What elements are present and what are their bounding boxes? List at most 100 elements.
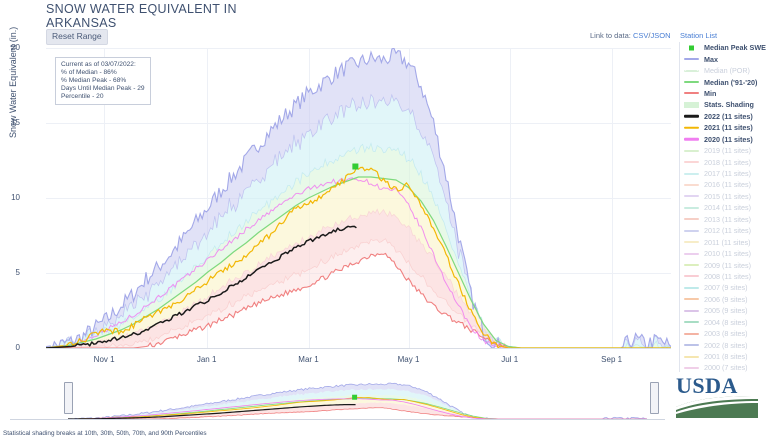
- legend-swatch-icon: [683, 328, 700, 339]
- legend-item-label: 2021 (11 sites): [704, 123, 753, 133]
- legend-item-label: Stats. Shading: [704, 100, 754, 110]
- gridline-horizontal: [46, 273, 671, 274]
- curve-10th-percentile: [46, 238, 671, 348]
- legend-item-2005-9-sites[interactable]: 2005 (9 sites): [680, 305, 768, 316]
- current-conditions-infobox: Current as of 03/07/2022: % of Median - …: [55, 57, 151, 106]
- band-70th-to-90th: [46, 94, 671, 348]
- link-separator: /: [648, 31, 651, 40]
- band-min-to-10th: [46, 238, 671, 348]
- legend-item-2009-11-sites[interactable]: 2009 (11 sites): [680, 259, 768, 270]
- x-tick-label: Jan 1: [196, 355, 217, 364]
- legend-item-2003-8-sites[interactable]: 2003 (8 sites): [680, 328, 768, 339]
- legend-swatch-icon: [683, 248, 700, 259]
- infobox-line-percent-of-median: % of Median - 86%: [61, 69, 117, 77]
- infobox-line-days-until-median-peak: Days Until Median Peak - 29: [61, 85, 145, 93]
- legend-item-label: 2020 (11 sites): [704, 134, 753, 144]
- legend-item-2013-11-sites[interactable]: 2013 (11 sites): [680, 214, 768, 225]
- legend-item-2002-8-sites[interactable]: 2002 (8 sites): [680, 339, 768, 350]
- legend-item-label: 2001 (8 sites): [704, 352, 748, 362]
- legend-item-max[interactable]: Max: [680, 53, 768, 64]
- legend-item-2015-11-sites[interactable]: 2015 (11 sites): [680, 191, 768, 202]
- link-to-data-label: Link to data:: [590, 31, 631, 40]
- legend-swatch-icon: [683, 260, 700, 271]
- legend-swatch-icon: [683, 351, 700, 362]
- y-tick-label: 0: [15, 343, 20, 352]
- legend-item-label: 2005 (9 sites): [704, 306, 748, 316]
- legend-item-label: 2000 (7 sites): [704, 363, 748, 372]
- chart-plot-area[interactable]: [46, 48, 671, 348]
- x-tick-label: Nov 1: [93, 355, 115, 364]
- usda-logo: USDA: [672, 373, 764, 420]
- x-tick-label: Jul 1: [501, 355, 519, 364]
- legend-swatch-icon: [683, 282, 700, 293]
- legend-item-2016-11-sites[interactable]: 2016 (11 sites): [680, 179, 768, 190]
- legend-item-2004-8-sites[interactable]: 2004 (8 sites): [680, 317, 768, 328]
- infobox-line-percent-median-peak: % Median Peak - 68%: [61, 77, 127, 85]
- gridline-vertical: [104, 48, 106, 348]
- station-list-link[interactable]: Station List: [680, 31, 718, 40]
- legend-item-label: 2007 (9 sites): [704, 283, 748, 293]
- legend-item-label: Median ('91-'20): [704, 77, 758, 87]
- legend-item-label: Median Peak SWE: [704, 43, 766, 53]
- legend-item-2018-11-sites[interactable]: 2018 (11 sites): [680, 156, 768, 167]
- legend-swatch-icon: [683, 157, 700, 168]
- legend-item-2017-11-sites[interactable]: 2017 (11 sites): [680, 168, 768, 179]
- x-tick-label: Mar 1: [298, 355, 319, 364]
- legend-item-2000-7-sites[interactable]: 2000 (7 sites): [680, 362, 768, 372]
- nav-band-10th-30th: [68, 402, 647, 419]
- chart-legend[interactable]: Median Peak SWE Max Median (POR) Median ('9…: [679, 42, 768, 372]
- x-axis-line: [46, 348, 671, 349]
- legend-item-2008-11-sites[interactable]: 2008 (11 sites): [680, 271, 768, 282]
- y-tick-label: 20: [11, 43, 20, 52]
- legend-item-2022-11-sites[interactable]: 2022 (11 sites): [680, 111, 768, 122]
- legend-item-median-por[interactable]: Median (POR): [680, 65, 768, 76]
- svg-text:USDA: USDA: [676, 374, 738, 398]
- y-tick-label: 10: [11, 193, 20, 202]
- curve-max: [46, 48, 671, 348]
- nav-band-30th-50th: [68, 398, 647, 419]
- main-chart[interactable]: Snow Water Equivalent (in.) 0 5 10 15 20 Nov…: [8, 27, 671, 364]
- legend-item-stats-shading[interactable]: Stats. Shading: [680, 99, 768, 110]
- y-tick-label: 5: [15, 268, 20, 277]
- legend-item-2021-11-sites[interactable]: 2021 (11 sites): [680, 122, 768, 133]
- legend-item-2014-11-sites[interactable]: 2014 (11 sites): [680, 202, 768, 213]
- median-peak-swe-marker[interactable]: [352, 163, 359, 170]
- legend-item-label: 2014 (11 sites): [704, 203, 752, 213]
- legend-item-2007-9-sites[interactable]: 2007 (9 sites): [680, 282, 768, 293]
- y-tick-label: 15: [11, 118, 20, 127]
- range-navigator[interactable]: [10, 378, 665, 420]
- nav-median-peak-marker: [352, 394, 358, 400]
- legend-item-2001-8-sites[interactable]: 2001 (8 sites): [680, 351, 768, 362]
- legend-swatch-icon: [683, 214, 700, 225]
- legend-item-label: 2022 (11 sites): [704, 111, 753, 121]
- page-title: SNOW WATER EQUIVALENT IN ARKANSAS: [46, 2, 237, 30]
- legend-swatch-icon: [683, 145, 700, 156]
- legend-swatch-icon: [683, 225, 700, 236]
- navigator-handle-right[interactable]: [650, 382, 659, 414]
- csv-link[interactable]: CSV: [632, 31, 649, 40]
- json-link[interactable]: JSON: [650, 31, 671, 40]
- legend-swatch-icon: [683, 134, 700, 145]
- legend-swatch-icon: [683, 294, 700, 305]
- legend-item-2011-11-sites[interactable]: 2011 (11 sites): [680, 236, 768, 247]
- legend-item-label: Max: [704, 54, 718, 64]
- curve-90th-percentile: [46, 93, 671, 348]
- legend-item-2010-11-sites[interactable]: 2010 (11 sites): [680, 248, 768, 259]
- legend-item-label: Min: [704, 88, 717, 98]
- legend-item-2019-11-sites[interactable]: 2019 (11 sites): [680, 145, 768, 156]
- legend-item-median-91-20[interactable]: Median ('91-'20): [680, 76, 768, 87]
- gridline-vertical: [206, 48, 208, 348]
- legend-item-2020-11-sites[interactable]: 2020 (11 sites): [680, 134, 768, 145]
- legend-item-2006-9-sites[interactable]: 2006 (9 sites): [680, 294, 768, 305]
- link-to-data: Link to data: CSV/JSON: [590, 31, 671, 40]
- legend-item-median-peak-swe[interactable]: Median Peak SWE: [680, 42, 768, 53]
- legend-item-2012-11-sites[interactable]: 2012 (11 sites): [680, 225, 768, 236]
- navigator-handle-left[interactable]: [64, 382, 73, 414]
- legend-item-label: 2016 (11 sites): [704, 180, 752, 190]
- band-30th-to-50th: [46, 177, 671, 348]
- legend-swatch-icon: [683, 122, 700, 133]
- legend-item-min[interactable]: Min: [680, 88, 768, 99]
- reset-range-button[interactable]: Reset Range: [46, 29, 108, 45]
- legend-swatch-icon: [683, 77, 700, 88]
- legend-item-label: 2018 (11 sites): [704, 157, 752, 167]
